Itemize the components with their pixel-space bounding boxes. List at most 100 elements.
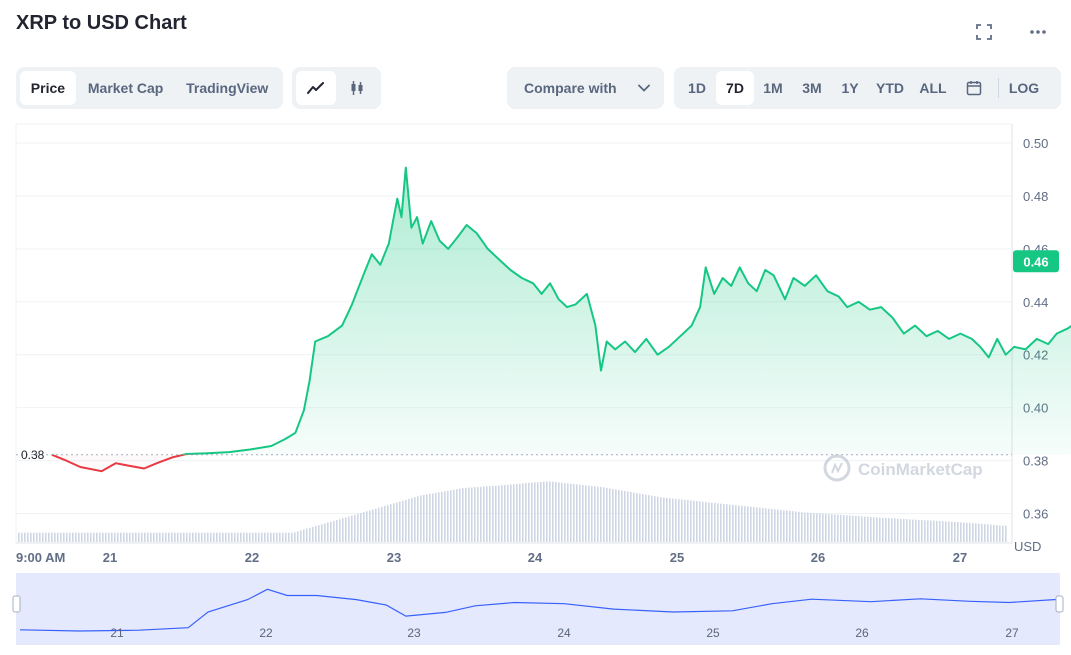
volume-bar: [837, 514, 839, 542]
volume-bar: [267, 532, 269, 542]
volume-bar: [222, 532, 224, 542]
volume-bar: [54, 532, 56, 542]
volume-bar: [942, 521, 944, 542]
volume-bar: [1005, 525, 1007, 542]
volume-bar: [114, 532, 116, 542]
volume-bar: [846, 515, 848, 542]
volume-bar: [666, 497, 668, 542]
range-1d[interactable]: 1D: [688, 80, 706, 96]
volume-bar: [372, 509, 374, 542]
date-range-button[interactable]: [954, 71, 994, 105]
range-7d[interactable]: 7D: [716, 71, 754, 105]
volume-bar: [429, 493, 431, 542]
line-chart-button[interactable]: [296, 71, 336, 105]
range-all[interactable]: ALL: [919, 80, 947, 96]
volume-bar: [342, 518, 344, 542]
volume-bar: [309, 527, 311, 542]
range-ytd[interactable]: YTD: [876, 80, 904, 96]
volume-bars: [18, 481, 1007, 542]
volume-bar: [249, 532, 251, 542]
tab-market-cap[interactable]: Market Cap: [87, 80, 164, 96]
volume-bar: [99, 532, 101, 542]
x-tick-label: 27: [953, 550, 967, 565]
volume-bar: [918, 519, 920, 542]
navigator-left-handle[interactable]: [12, 595, 21, 613]
fullscreen-icon[interactable]: [974, 22, 994, 42]
volume-bar: [366, 511, 368, 542]
volume-bar: [636, 493, 638, 542]
volume-bar: [24, 532, 26, 542]
volume-bar: [300, 530, 302, 542]
volume-bar: [315, 525, 317, 542]
volume-bar: [177, 532, 179, 542]
price-series-up: [52, 166, 1071, 455]
volume-bar: [216, 532, 218, 542]
candlestick-chart-button[interactable]: [338, 71, 378, 105]
volume-bar: [162, 532, 164, 542]
volume-bar: [345, 517, 347, 542]
volume-bar: [936, 520, 938, 542]
volume-bar: [933, 520, 935, 542]
volume-bar: [528, 482, 530, 542]
range-3m[interactable]: 3M: [802, 80, 822, 96]
volume-bar: [780, 509, 782, 542]
volume-bar: [756, 507, 758, 542]
volume-bar: [453, 489, 455, 542]
volume-bar: [777, 509, 779, 542]
volume-bar: [33, 532, 35, 542]
volume-bar: [330, 521, 332, 542]
volume-bar: [534, 482, 536, 542]
volume-bar: [699, 501, 701, 542]
volume-bar: [579, 484, 581, 542]
volume-bar: [912, 519, 914, 542]
volume-bar: [39, 532, 41, 542]
volume-bar: [210, 532, 212, 542]
more-options-icon[interactable]: [1028, 22, 1048, 42]
volume-bar: [396, 502, 398, 542]
range-1y[interactable]: 1Y: [841, 80, 859, 96]
volume-bar: [69, 532, 71, 542]
tab-price[interactable]: Price: [20, 71, 76, 105]
volume-bar: [645, 494, 647, 542]
volume-bar: [543, 481, 545, 542]
compare-with-select[interactable]: Compare with: [507, 67, 664, 109]
log-scale-toggle[interactable]: LOG: [1008, 80, 1040, 96]
volume-bar: [972, 523, 974, 542]
volume-bar: [339, 519, 341, 542]
navigator-area: [20, 589, 1056, 645]
volume-bar: [459, 488, 461, 542]
volume-bar: [507, 484, 509, 542]
volume-bar: [246, 532, 248, 542]
volume-bar: [93, 532, 95, 542]
volume-bar: [498, 485, 500, 542]
volume-bar: [642, 494, 644, 542]
volume-bar: [849, 515, 851, 542]
volume-bar: [951, 521, 953, 542]
volume-bar: [381, 506, 383, 542]
volume-bar: [684, 499, 686, 542]
toolbar-divider: [998, 78, 999, 98]
price-chart[interactable]: 0.500.480.460.440.420.400.380.36CoinMark…: [0, 118, 1071, 655]
volume-bar: [882, 517, 884, 542]
volume-bar: [594, 486, 596, 542]
volume-bar: [138, 532, 140, 542]
volume-bar: [102, 532, 104, 542]
volume-bar: [726, 504, 728, 542]
volume-bar: [678, 499, 680, 542]
y-tick-label: 0.38: [1023, 454, 1048, 469]
volume-bar: [708, 502, 710, 542]
volume-bar: [306, 528, 308, 542]
navigator-right-handle[interactable]: [1055, 595, 1064, 613]
volume-bar: [285, 532, 287, 542]
volume-bar: [597, 486, 599, 542]
range-1m[interactable]: 1M: [763, 80, 783, 96]
price-area-up: [183, 167, 1071, 455]
volume-bar: [456, 489, 458, 542]
volume-bar: [255, 532, 257, 542]
volume-bar: [558, 482, 560, 542]
volume-bar: [516, 483, 518, 542]
tab-tradingview[interactable]: TradingView: [186, 80, 269, 96]
chart-type-toggle: [292, 67, 381, 109]
volume-bar: [786, 510, 788, 542]
volume-bar: [510, 484, 512, 542]
